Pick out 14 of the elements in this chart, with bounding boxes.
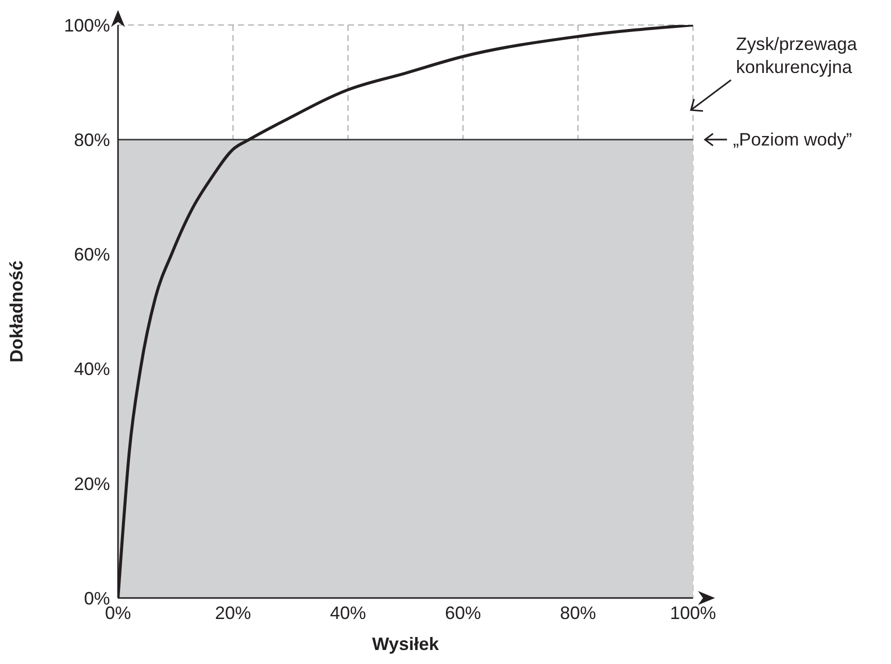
x-tick-label: 80% bbox=[560, 602, 596, 623]
x-tick-label: 40% bbox=[330, 602, 366, 623]
y-tick-label: 100% bbox=[64, 15, 110, 36]
y-tick-label: 20% bbox=[74, 474, 110, 494]
y-axis-title: Dokładność bbox=[6, 260, 26, 363]
x-tick-label: 100% bbox=[670, 602, 716, 623]
x-tick-label: 20% bbox=[214, 602, 252, 623]
y-tick-label: 80% bbox=[74, 130, 110, 150]
y-tick-label: 40% bbox=[74, 359, 110, 380]
x-axis-title: Wysiłek bbox=[372, 634, 440, 654]
x-tick-label: 60% bbox=[444, 602, 482, 623]
y-tick-label: 60% bbox=[74, 244, 110, 265]
text: Zysk/przewaga konkurencyjna bbox=[736, 33, 858, 79]
ref-line-label: „Poziom wody” bbox=[733, 130, 852, 150]
